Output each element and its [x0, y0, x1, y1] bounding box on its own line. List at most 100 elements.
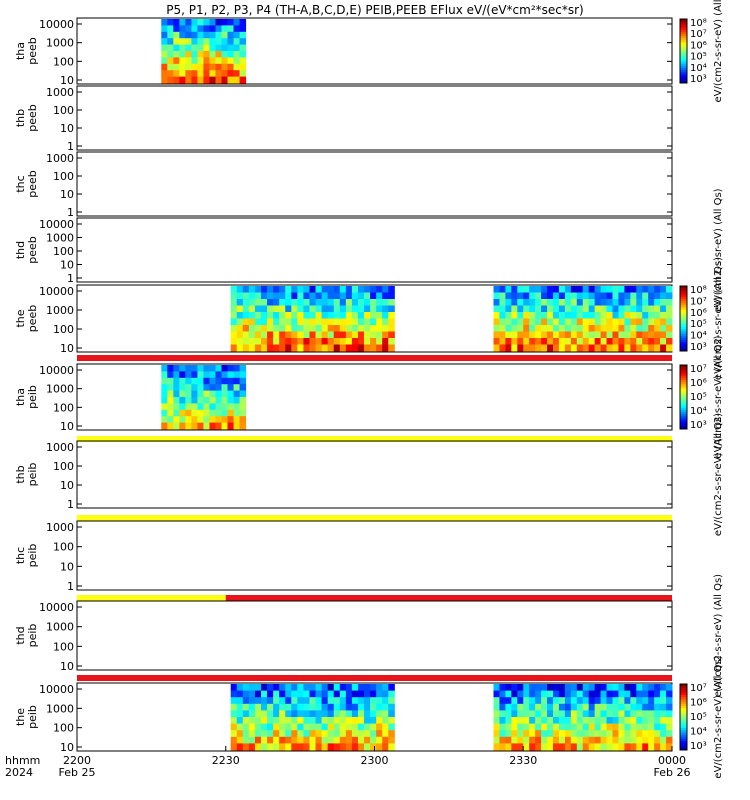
spectrogram-cell	[511, 723, 518, 731]
spectrogram-cell	[339, 331, 347, 339]
spectrogram-cell	[376, 292, 383, 300]
spectrogram-cell	[642, 743, 649, 751]
spectrogram-cell	[517, 299, 524, 306]
spectrogram-cell	[197, 365, 204, 372]
spectrogram-cell	[351, 703, 359, 711]
colorbar-tick-label: 10⁴	[690, 331, 707, 342]
spectrogram-cell	[547, 325, 554, 332]
spectrogram-cell	[648, 286, 655, 293]
spectrogram-cell	[564, 730, 572, 738]
colorbar-cell	[680, 684, 687, 687]
spectrogram-cell	[594, 723, 602, 731]
spectrogram-cell	[267, 318, 274, 326]
spectrogram-cell	[267, 684, 274, 692]
colorbar-cell	[680, 719, 687, 722]
spectrogram-cell	[654, 299, 661, 306]
spectrogram-cell	[291, 697, 298, 705]
spectrogram-cell	[636, 690, 643, 698]
spectrogram-cell	[297, 717, 304, 725]
spectrogram-cell	[382, 723, 389, 731]
spectrogram-cell	[642, 703, 649, 711]
spectrogram-cell	[248, 736, 256, 744]
colorbar-cell	[680, 307, 687, 311]
spectrogram-cell	[203, 397, 210, 404]
colorbar-cell	[680, 424, 687, 428]
spectrogram-cell	[388, 331, 395, 339]
spectrogram-cell	[376, 736, 383, 744]
spectrogram-cell	[327, 730, 335, 738]
spectrogram-cell	[612, 344, 619, 352]
spectrogram-cell	[236, 710, 244, 718]
figure-title: P5, P1, P2, P3, P4 (TH-A,B,C,D,E) PEIB,P…	[166, 3, 583, 17]
spectrogram-cell	[547, 344, 554, 352]
spectrogram-cell	[248, 723, 256, 731]
spectrogram-cell	[273, 318, 280, 326]
spectrogram-cell	[167, 416, 174, 424]
status-bar-yellow	[77, 595, 226, 601]
spectrogram-cell	[236, 743, 244, 751]
spectrogram-cell	[493, 338, 500, 345]
spectrogram-cell	[370, 697, 377, 705]
spectrogram-cell	[273, 723, 280, 731]
spectrogram-cell	[666, 703, 673, 711]
ylabel-species: peeb	[26, 170, 39, 198]
spectrogram-cell	[242, 717, 250, 725]
spectrogram-cell	[273, 286, 280, 293]
spectrogram-cell	[173, 377, 180, 385]
spectrogram-cell	[370, 312, 377, 319]
spectrogram-cell	[273, 312, 280, 319]
spectrogram-cell	[388, 710, 395, 718]
spectrogram-cell	[588, 684, 596, 692]
spectrogram-cell	[173, 384, 180, 392]
spectrogram-cell	[618, 717, 625, 725]
spectrogram-cell	[254, 292, 262, 300]
spectrogram-cell	[227, 377, 235, 385]
colorbar-label: eV/(cm2-s-sr-eV) (All Qs)	[713, 257, 724, 380]
spectrogram-cell	[648, 717, 655, 725]
spectrogram-cell	[535, 684, 542, 692]
spectrogram-cell	[167, 31, 174, 39]
spectrogram-cell	[327, 690, 335, 698]
spectrogram-cell	[333, 703, 341, 711]
spectrogram-cell	[321, 736, 329, 744]
spectrogram-cell	[248, 703, 256, 711]
ylabel-species: peib	[26, 385, 39, 409]
spectrogram-cell	[376, 690, 383, 698]
spectrogram-cell	[236, 325, 244, 332]
spectrogram-cell	[648, 331, 655, 339]
spectrogram-cell	[588, 710, 596, 718]
spectrogram-cell	[309, 338, 317, 345]
spectrogram-cell	[261, 338, 268, 345]
spectrogram-cell	[215, 365, 222, 372]
spectrogram-cell	[261, 286, 268, 293]
spectrogram-cell	[179, 38, 186, 46]
spectrogram-cell	[173, 31, 180, 39]
spectrogram-cell	[242, 299, 250, 306]
spectrogram-cell	[215, 57, 222, 65]
spectrogram-cell	[230, 286, 238, 293]
spectrogram-cell	[242, 344, 250, 352]
spectrogram-cell	[660, 690, 667, 698]
spectrogram-cell	[167, 377, 174, 385]
spectrogram-cell	[248, 312, 256, 319]
spectrogram-cell	[227, 31, 235, 39]
spectrogram-cell	[267, 338, 274, 345]
spectrogram-cell	[618, 344, 625, 352]
spectrogram-cell	[535, 736, 542, 744]
spectrogram-cell	[291, 312, 298, 319]
spectrogram-cell	[523, 286, 530, 293]
spectrogram-cell	[570, 286, 578, 293]
spectrogram-cell	[230, 730, 238, 738]
spectrogram-cell	[215, 51, 222, 58]
spectrogram-cell	[303, 286, 310, 293]
spectrogram-cell	[564, 697, 572, 705]
colorbar-tick-label: 10³	[690, 342, 707, 353]
spectrogram-cell	[547, 312, 554, 319]
spectrogram-cell	[161, 422, 168, 430]
spectrogram-cell	[364, 312, 371, 319]
spectrogram-cell	[517, 743, 524, 751]
spectrogram-cell	[612, 318, 619, 326]
spectrogram-cell	[576, 299, 584, 306]
spectrogram-cell	[203, 365, 210, 372]
spectrogram-cell	[654, 305, 661, 313]
